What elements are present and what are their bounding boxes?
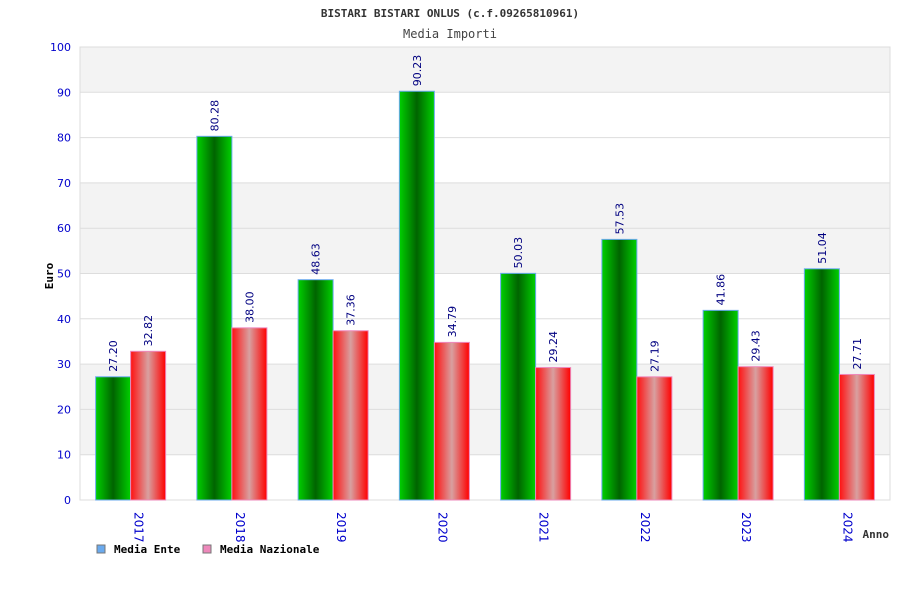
- x-tick-label: 2023: [739, 512, 753, 543]
- data-label: 38.00: [243, 291, 256, 323]
- bar-media-ente-2022: [601, 238, 638, 501]
- bar-media-ente-2017: [95, 376, 132, 501]
- data-label: 27.71: [851, 338, 864, 370]
- grid-band: [80, 92, 890, 138]
- data-label: 51.04: [816, 232, 829, 264]
- legend-label: Media Nazionale: [220, 543, 320, 556]
- data-label: 37.36: [345, 294, 358, 326]
- y-tick-label: 30: [57, 358, 71, 371]
- bar-media-ente-2018: [196, 135, 233, 501]
- y-tick-label: 80: [57, 132, 71, 145]
- y-tick-label: 70: [57, 177, 71, 190]
- data-label: 90.23: [411, 55, 424, 87]
- data-label: 29.24: [547, 331, 560, 363]
- data-label: 50.03: [512, 237, 525, 269]
- data-label: 27.20: [107, 340, 120, 372]
- x-tick-label: 2019: [334, 512, 348, 543]
- y-tick-label: 100: [50, 41, 71, 54]
- x-tick-label: 2018: [233, 512, 247, 543]
- bar-media-ente-2020: [398, 90, 435, 501]
- chart-title: BISTARI BISTARI ONLUS (c.f.09265810961): [321, 7, 579, 20]
- bar-media-nazionale-2020: [433, 341, 470, 501]
- data-label: 32.82: [142, 315, 155, 347]
- y-tick-label: 60: [57, 222, 71, 235]
- bar-media-nazionale-2023: [737, 366, 774, 501]
- data-label: 48.63: [310, 243, 323, 275]
- data-label: 34.79: [446, 306, 459, 338]
- bar-media-nazionale-2022: [636, 376, 673, 501]
- data-label: 27.19: [648, 340, 661, 372]
- data-label: 41.86: [715, 274, 728, 306]
- bar-media-nazionale-2019: [332, 330, 369, 501]
- x-axis-label: Anno: [863, 528, 890, 541]
- data-label: 29.43: [750, 330, 763, 362]
- data-label: 57.53: [613, 203, 626, 235]
- legend-label: Media Ente: [114, 543, 181, 556]
- x-tick-label: 2020: [435, 512, 449, 543]
- bar-media-ente-2023: [702, 309, 739, 501]
- bar-media-nazionale-2021: [535, 367, 572, 501]
- bar-media-ente-2019: [297, 279, 334, 501]
- bar-media-nazionale-2018: [231, 327, 268, 501]
- y-tick-label: 0: [64, 494, 71, 507]
- bar-media-nazionale-2017: [130, 350, 167, 501]
- plot-border: [79, 46, 891, 501]
- chart-subtitle: Media Importi: [403, 27, 497, 41]
- legend-swatch: [202, 544, 212, 554]
- y-tick-label: 50: [57, 268, 71, 281]
- y-axis-label: Euro: [43, 262, 56, 289]
- y-tick-label: 40: [57, 313, 71, 326]
- bar-media-nazionale-2024: [838, 373, 875, 501]
- x-tick-label: 2024: [840, 512, 854, 543]
- y-tick-label: 90: [57, 86, 71, 99]
- x-tick-label: 2021: [537, 512, 551, 543]
- bar-media-ente-2024: [803, 268, 840, 501]
- data-label: 80.28: [208, 100, 221, 132]
- y-tick-label: 20: [57, 403, 71, 416]
- x-tick-label: 2017: [132, 512, 146, 543]
- x-tick-label: 2022: [638, 512, 652, 543]
- legend-swatch: [96, 544, 106, 554]
- y-tick-label: 10: [57, 449, 71, 462]
- bar-media-ente-2021: [500, 272, 537, 501]
- grid-band: [80, 47, 890, 93]
